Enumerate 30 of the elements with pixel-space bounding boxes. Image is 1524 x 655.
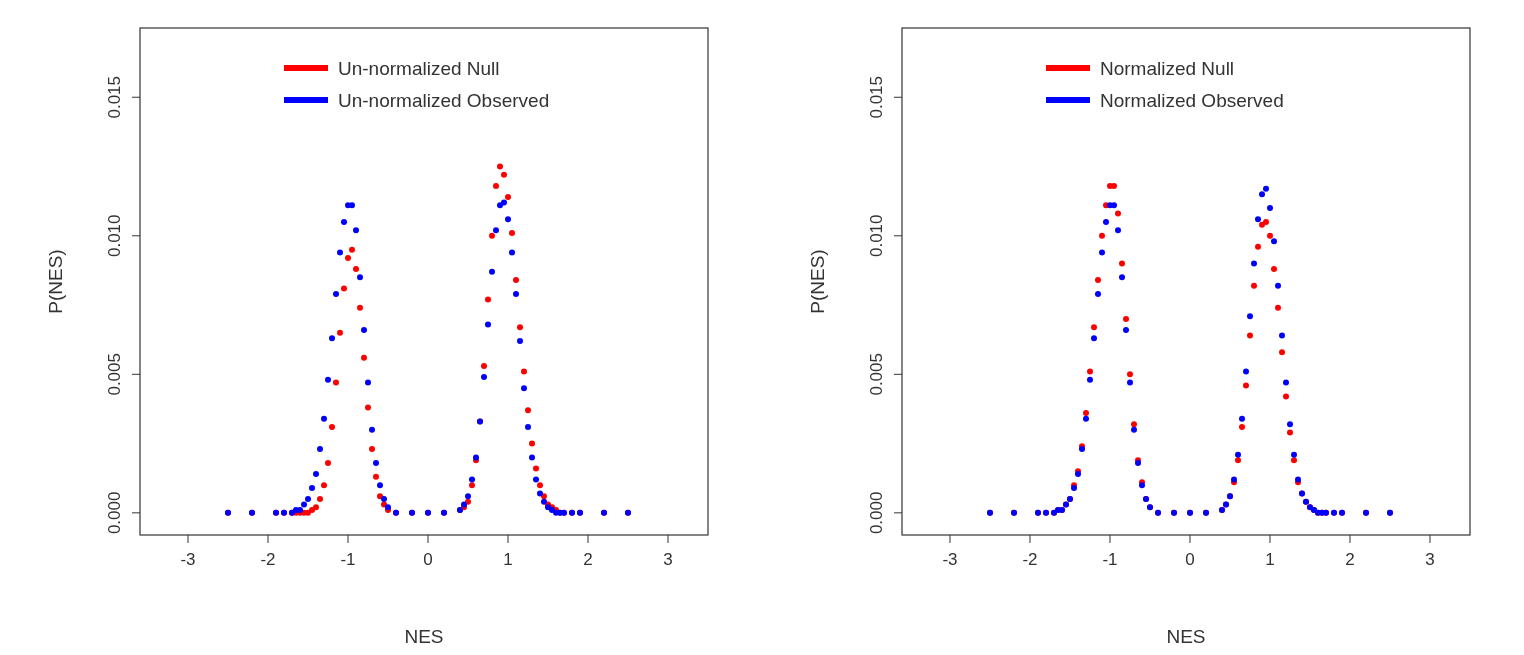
x-axis-title: NES (1166, 626, 1206, 647)
x-tick-label: 1 (1265, 550, 1275, 569)
x-tick-label: -2 (260, 550, 276, 569)
y-tick-label: 0.015 (867, 75, 886, 119)
legend-label: Un-normalized Null (338, 58, 500, 79)
x-tick-label: 1 (503, 550, 513, 569)
x-tick-label: -1 (1102, 550, 1118, 569)
y-tick-label: 0.005 (867, 353, 886, 396)
x-tick-label: 3 (1425, 550, 1435, 569)
x-tick-label: -1 (340, 550, 356, 569)
y-tick-label: 0.005 (105, 353, 124, 396)
y-tick-label: 0.015 (105, 75, 124, 119)
x-tick-label: 2 (1345, 550, 1355, 569)
x-tick-label: -2 (1022, 550, 1038, 569)
legend-label: Normalized Null (1100, 58, 1235, 79)
x-tick-label: 2 (583, 550, 593, 569)
y-axis-title: P(NES) (807, 249, 828, 314)
y-tick-label: 0.010 (867, 214, 886, 258)
x-tick-label: 0 (423, 550, 433, 569)
y-axis-title: P(NES) (45, 249, 66, 314)
x-tick-label: -3 (180, 550, 196, 569)
x-tick-label: 0 (1185, 550, 1195, 569)
x-tick-label: 3 (663, 550, 673, 569)
y-tick-label: 0.000 (105, 491, 124, 535)
legend-label: Un-normalized Observed (338, 90, 550, 111)
x-axis-title: NES (404, 626, 444, 647)
legend-label: Normalized Observed (1100, 90, 1284, 111)
x-tick-label: -3 (942, 550, 958, 569)
y-tick-label: 0.000 (867, 491, 886, 535)
y-tick-label: 0.010 (105, 214, 124, 258)
